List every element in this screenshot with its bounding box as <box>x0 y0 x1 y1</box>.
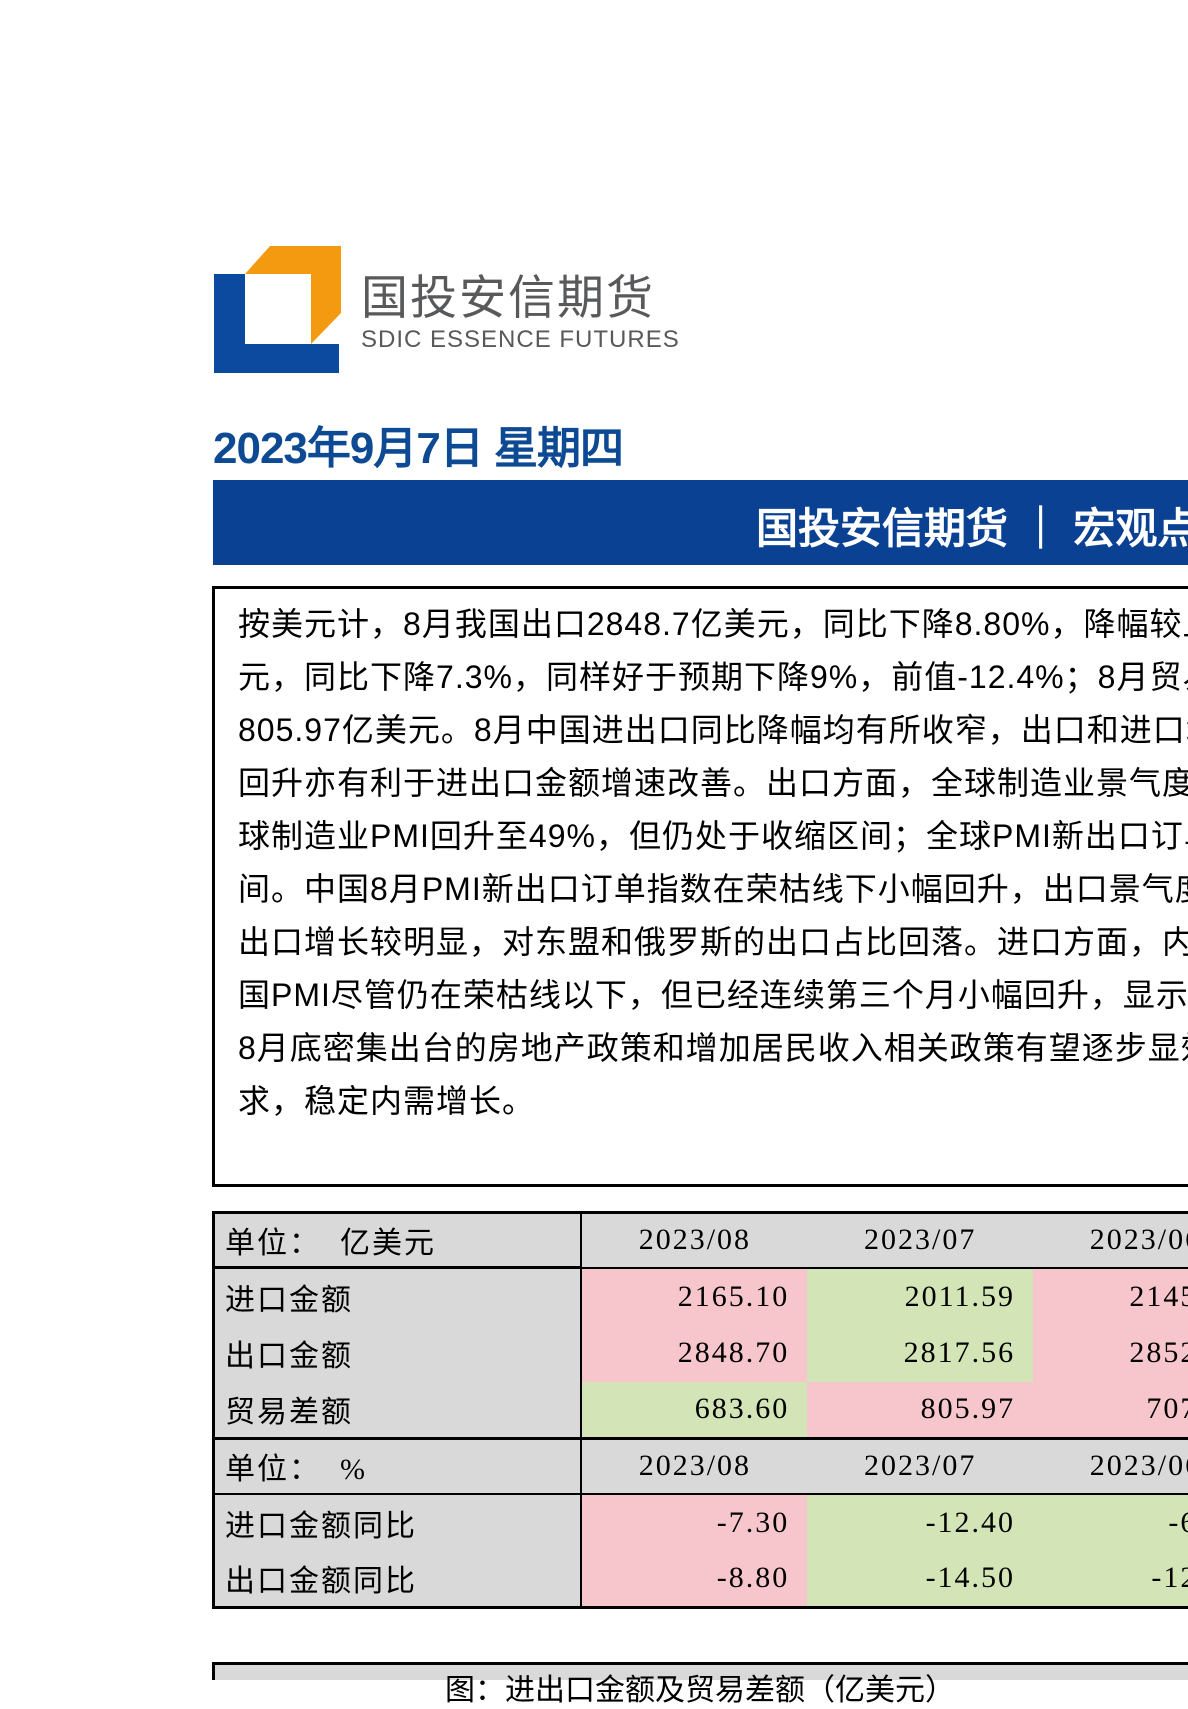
svg-text:SDIC ESSENCE FUTURES: SDIC ESSENCE FUTURES <box>361 326 680 353</box>
svg-text:国投安信期货: 国投安信期货 <box>361 271 655 324</box>
